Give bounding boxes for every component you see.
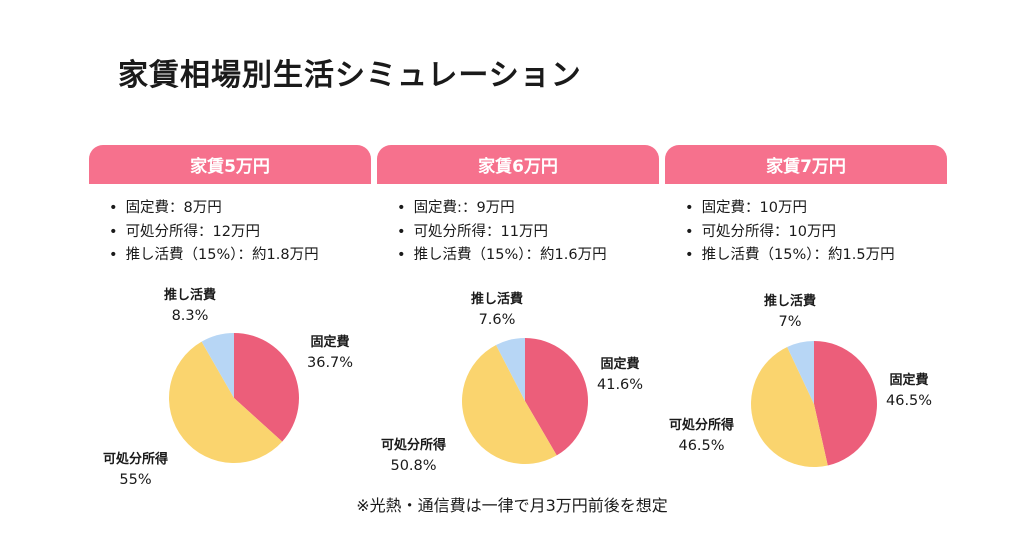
label-disposable: 可処分所得 46.5%: [669, 416, 734, 456]
pie-slice-oshikatsu: [787, 341, 814, 404]
label-oshikatsu: 推し活費 7%: [764, 292, 816, 332]
page-title: 家賃相場別生活シミュレーション: [118, 58, 582, 93]
label-name: 固定費: [310, 335, 350, 350]
bullet-oshikatsu-cost: 推し活費（15%）：約1.5万円: [685, 244, 895, 268]
bullet-oshikatsu-cost: 推し活費（15%）：約1.8万円: [109, 244, 319, 268]
label-pct: 8.3%: [171, 308, 209, 324]
bullet-list: 固定費：10万円 可処分所得：10万円 推し活費（15%）：約1.5万円: [685, 197, 895, 268]
panel-rent-7: 家賃7万円 固定費：10万円 可処分所得：10万円 推し活費（15%）：約1.5…: [665, 145, 947, 485]
bullet-fixed-cost: 固定費:：9万円: [397, 197, 607, 221]
bullet-list: 固定費：8万円 可処分所得：12万円 推し活費（15%）：約1.8万円: [109, 197, 319, 268]
label-fixed: 固定費 36.7%: [307, 333, 353, 373]
panel-rent-5: 家賃5万円 固定費：8万円 可処分所得：12万円 推し活費（15%）：約1.8万…: [89, 145, 371, 488]
panel-header: 家賃5万円: [89, 145, 371, 184]
label-name: 推し活費: [764, 294, 817, 309]
pie-slice-disposable-income: [462, 345, 557, 464]
label-name: 推し活費: [164, 288, 217, 303]
label-pct: 7.6%: [478, 312, 516, 328]
label-name: 可処分所得: [103, 452, 169, 467]
label-name: 固定費: [600, 357, 640, 372]
label-name: 固定費: [889, 373, 929, 388]
pie-chart: [462, 338, 589, 464]
pie-slice-disposable-income: [169, 341, 283, 463]
pie-slice-fixed-cost: [525, 338, 589, 456]
bullet-list: 固定費:：9万円 可処分所得：11万円 推し活費（15%）：約1.6万円: [397, 197, 607, 268]
label-pct: 36.7%: [307, 355, 354, 371]
label-pct: 55%: [119, 472, 152, 488]
panel-header: 家賃6万円: [377, 145, 659, 184]
label-oshikatsu: 推し活費 7.6%: [471, 290, 523, 330]
label-fixed: 固定費 41.6%: [597, 355, 643, 395]
bullet-disposable-income: 可処分所得：12万円: [109, 221, 319, 245]
pie-chart: [751, 341, 877, 467]
label-pct: 46.5%: [678, 438, 725, 454]
label-disposable: 可処分所得 55%: [103, 450, 168, 490]
label-fixed: 固定費 46.5%: [886, 371, 932, 411]
bullet-oshikatsu-cost: 推し活費（15%）：約1.6万円: [397, 244, 607, 268]
label-pct: 50.8%: [390, 458, 437, 474]
label-name: 推し活費: [471, 292, 524, 307]
pie-chart: [169, 333, 299, 463]
panel-rent-6: 家賃6万円 固定費:：9万円 可処分所得：11万円 推し活費（15%）：約1.6…: [377, 145, 659, 485]
label-pct: 46.5%: [886, 393, 933, 409]
label-name: 可処分所得: [381, 438, 447, 453]
bullet-disposable-income: 可処分所得：11万円: [397, 221, 607, 245]
panel-header: 家賃7万円: [665, 145, 947, 184]
label-pct: 41.6%: [597, 377, 644, 393]
pie-slice-disposable-income: [751, 346, 828, 467]
label-pct: 7%: [778, 314, 802, 330]
label-disposable: 可処分所得 50.8%: [381, 436, 446, 476]
bullet-fixed-cost: 固定費：10万円: [685, 197, 895, 221]
pie-slice-oshikatsu: [201, 333, 234, 398]
footnote: ※光熱・通信費は一律で月3万円前後を想定: [356, 496, 668, 515]
pie-slice-fixed-cost: [814, 341, 877, 466]
label-name: 可処分所得: [669, 418, 735, 433]
pie-slice-fixed-cost: [234, 333, 299, 442]
bullet-fixed-cost: 固定費：8万円: [109, 197, 319, 221]
pie-slice-oshikatsu: [496, 338, 525, 401]
label-oshikatsu: 推し活費 8.3%: [164, 286, 216, 326]
bullet-disposable-income: 可処分所得：10万円: [685, 221, 895, 245]
